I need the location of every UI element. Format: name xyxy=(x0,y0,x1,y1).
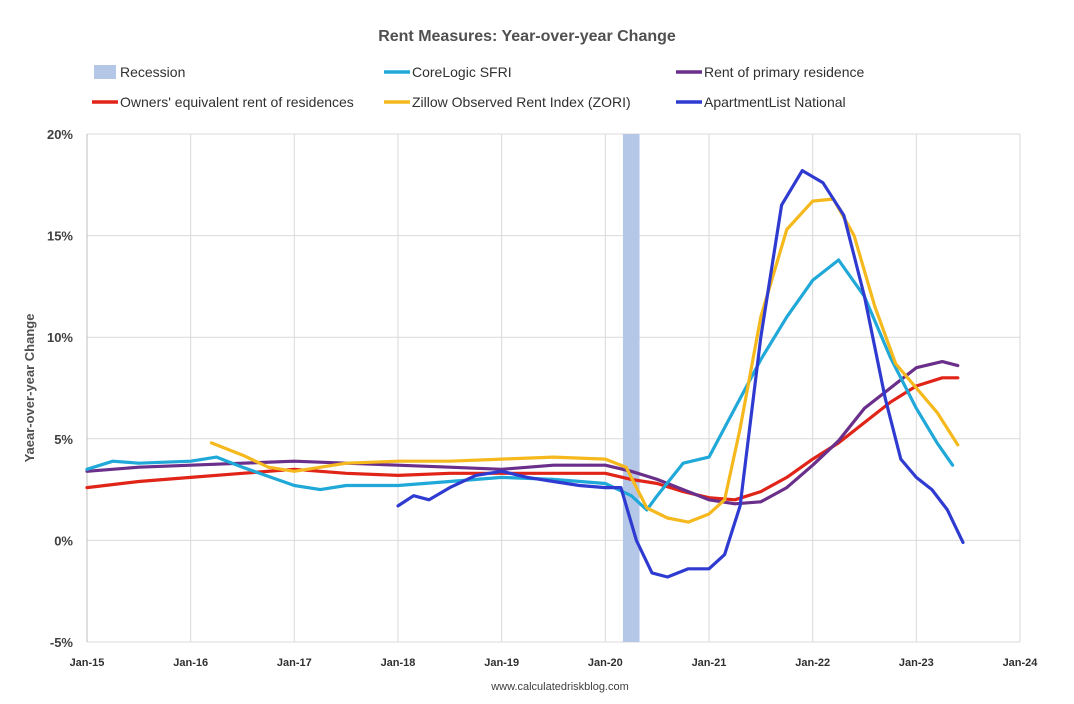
series-line-zillow-observed-rent-index-zori xyxy=(209,197,960,524)
y-tick-label: 15% xyxy=(47,229,73,244)
source-text: www.calculatedriskblog.com xyxy=(490,681,629,693)
legend-label-corelogic-sfri: CoreLogic SFRI xyxy=(412,64,512,80)
series-layer xyxy=(85,169,965,579)
legend-label-rent-of-primary-residence: Rent of primary residence xyxy=(704,64,865,80)
x-tick-label: Jan-22 xyxy=(795,657,830,669)
grid xyxy=(86,133,1021,643)
y-tick-label: 5% xyxy=(54,432,73,447)
recession-layer xyxy=(622,134,640,642)
y-tick-label: 0% xyxy=(54,533,73,548)
x-tick-label: Jan-20 xyxy=(588,657,623,669)
y-tick-label: 10% xyxy=(47,330,73,345)
series-line-rent-of-primary-residence xyxy=(85,360,960,506)
legend-label-apartmentlist-national: ApartmentList National xyxy=(704,94,846,110)
x-tick-label: Jan-24 xyxy=(1003,657,1039,669)
legend-label-recession: Recession xyxy=(120,64,185,80)
y-tick-label: -5% xyxy=(50,635,74,650)
x-tick-label: Jan-23 xyxy=(899,657,934,669)
x-tick-label: Jan-16 xyxy=(173,657,208,669)
x-tick-label: Jan-19 xyxy=(484,657,519,669)
y-axis-label: Yaear-over-year Change xyxy=(22,314,37,463)
recession-band xyxy=(622,134,640,642)
legend-label-owners-equivalent-rent-of-residences: Owners' equivalent rent of residences xyxy=(120,94,354,110)
legend: Recession CoreLogic SFRI Rent of primary r… xyxy=(92,64,865,110)
ticks: -5% 0% 5% 10% 15% 20% Jan-15 Jan-16 Jan-17 Jan-18… xyxy=(47,127,1038,669)
chart-title: Rent Measures: Year-over-year Change xyxy=(378,28,676,45)
series-line-corelogic-sfri xyxy=(85,258,955,512)
legend-swatch-recession xyxy=(94,65,116,79)
series-line-apartmentlist-national xyxy=(396,169,965,579)
x-tick-label: Jan-15 xyxy=(70,657,105,669)
x-tick-label: Jan-18 xyxy=(381,657,416,669)
x-tick-label: Jan-21 xyxy=(692,657,727,669)
series-line-owners-equivalent-rent-of-residences xyxy=(85,376,960,502)
y-tick-label: 20% xyxy=(47,127,73,142)
x-tick-label: Jan-17 xyxy=(277,657,312,669)
legend-label-zillow-observed-rent-index-zori: Zillow Observed Rent Index (ZORI) xyxy=(412,94,631,110)
